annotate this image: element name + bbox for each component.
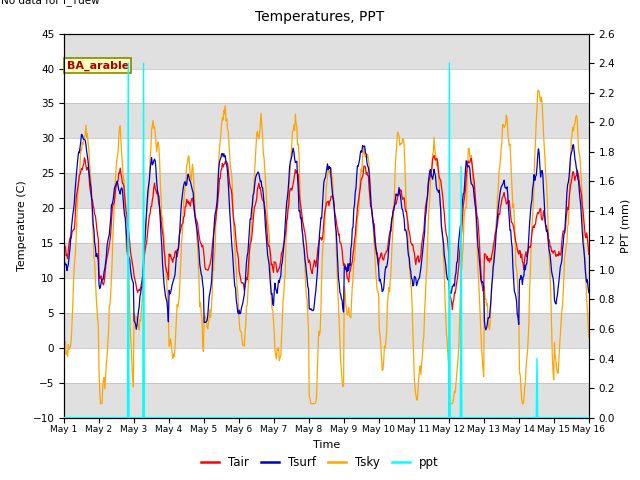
Text: No data for f_Tdew: No data for f_Tdew — [1, 0, 100, 6]
Legend: Tair, Tsurf, Tsky, ppt: Tair, Tsurf, Tsky, ppt — [196, 452, 444, 474]
Bar — [64, 173, 589, 208]
Bar — [64, 313, 589, 348]
Y-axis label: PPT (mm): PPT (mm) — [621, 198, 630, 253]
Bar — [64, 383, 589, 418]
Text: Temperatures, PPT: Temperatures, PPT — [255, 10, 385, 24]
Text: BA_arable: BA_arable — [67, 60, 129, 71]
Bar — [64, 103, 589, 138]
Bar — [64, 243, 589, 278]
Y-axis label: Temperature (C): Temperature (C) — [17, 180, 27, 271]
X-axis label: Time: Time — [313, 440, 340, 450]
Bar — [64, 34, 589, 69]
